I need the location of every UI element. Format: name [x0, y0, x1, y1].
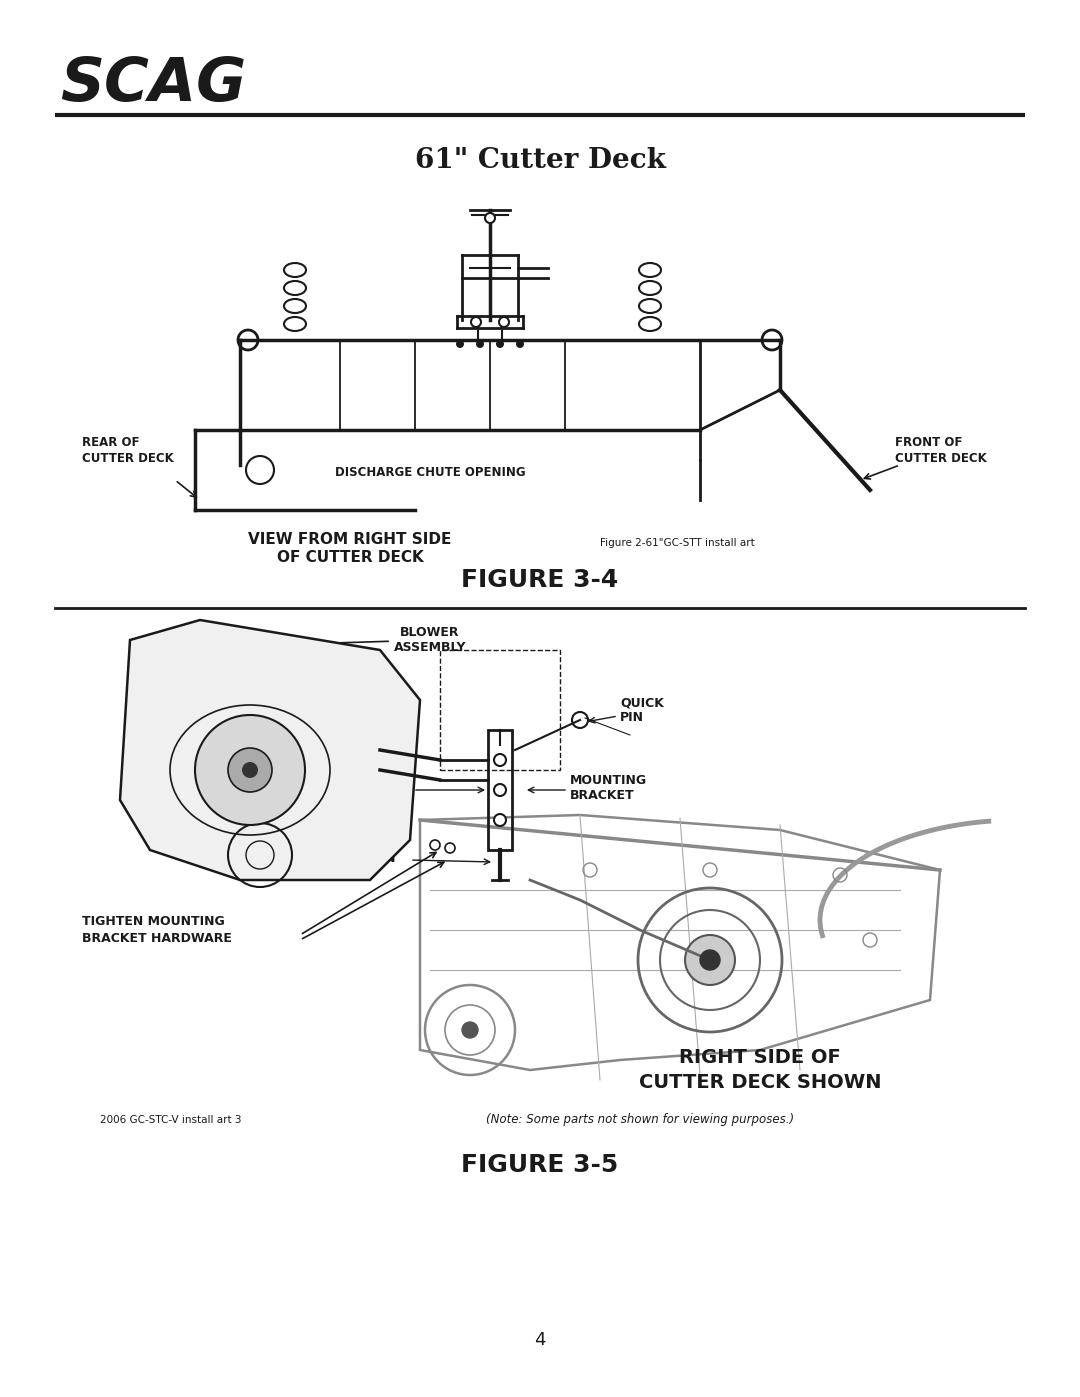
Text: 2006 GC-STC-V install art 3: 2006 GC-STC-V install art 3 — [100, 1115, 242, 1125]
Text: BLOWER
ASSEMBLY: BLOWER ASSEMBLY — [274, 626, 467, 654]
Text: (Note: Some parts not shown for viewing purposes.): (Note: Some parts not shown for viewing … — [486, 1113, 794, 1126]
Text: REAR OF
CUTTER DECK: REAR OF CUTTER DECK — [82, 436, 174, 464]
Circle shape — [195, 715, 305, 826]
Text: FRONT OF
CUTTER DECK: FRONT OF CUTTER DECK — [895, 436, 987, 464]
Circle shape — [499, 317, 509, 327]
Bar — [440, 650, 561, 770]
Text: FIGURE 3-5: FIGURE 3-5 — [461, 1153, 619, 1178]
Circle shape — [242, 761, 258, 778]
Circle shape — [700, 950, 720, 970]
Text: SCAG: SCAG — [60, 56, 246, 115]
Text: MOUNTING PIN: MOUNTING PIN — [291, 852, 395, 865]
Circle shape — [494, 754, 507, 766]
Circle shape — [516, 339, 524, 348]
Polygon shape — [120, 620, 420, 880]
Bar — [488, 731, 512, 849]
Text: Figure 2-61"GC-STT install art: Figure 2-61"GC-STT install art — [600, 538, 755, 548]
Text: MOUNTING
BRACKET: MOUNTING BRACKET — [570, 774, 647, 802]
Text: VIEW FROM RIGHT SIDE: VIEW FROM RIGHT SIDE — [248, 532, 451, 548]
Text: QUICK
PIN: QUICK PIN — [620, 696, 664, 724]
Circle shape — [228, 747, 272, 792]
Circle shape — [485, 212, 495, 224]
Text: HAIR
PIN: HAIR PIN — [376, 774, 410, 802]
Circle shape — [685, 935, 735, 985]
Text: OF CUTTER DECK: OF CUTTER DECK — [276, 550, 423, 566]
Text: RIGHT SIDE OF
CUTTER DECK SHOWN: RIGHT SIDE OF CUTTER DECK SHOWN — [638, 1048, 881, 1092]
Circle shape — [494, 814, 507, 826]
Circle shape — [471, 317, 481, 327]
Circle shape — [462, 1023, 478, 1038]
Text: TIGHTEN MOUNTING
BRACKET HARDWARE: TIGHTEN MOUNTING BRACKET HARDWARE — [82, 915, 232, 944]
Text: DISCHARGE CHUTE OPENING: DISCHARGE CHUTE OPENING — [335, 467, 525, 479]
Circle shape — [476, 339, 484, 348]
Circle shape — [494, 784, 507, 796]
Circle shape — [496, 339, 504, 348]
Text: 61" Cutter Deck: 61" Cutter Deck — [415, 147, 665, 173]
Circle shape — [456, 339, 464, 348]
Text: 4: 4 — [535, 1331, 545, 1350]
Text: FIGURE 3-4: FIGURE 3-4 — [461, 569, 619, 592]
